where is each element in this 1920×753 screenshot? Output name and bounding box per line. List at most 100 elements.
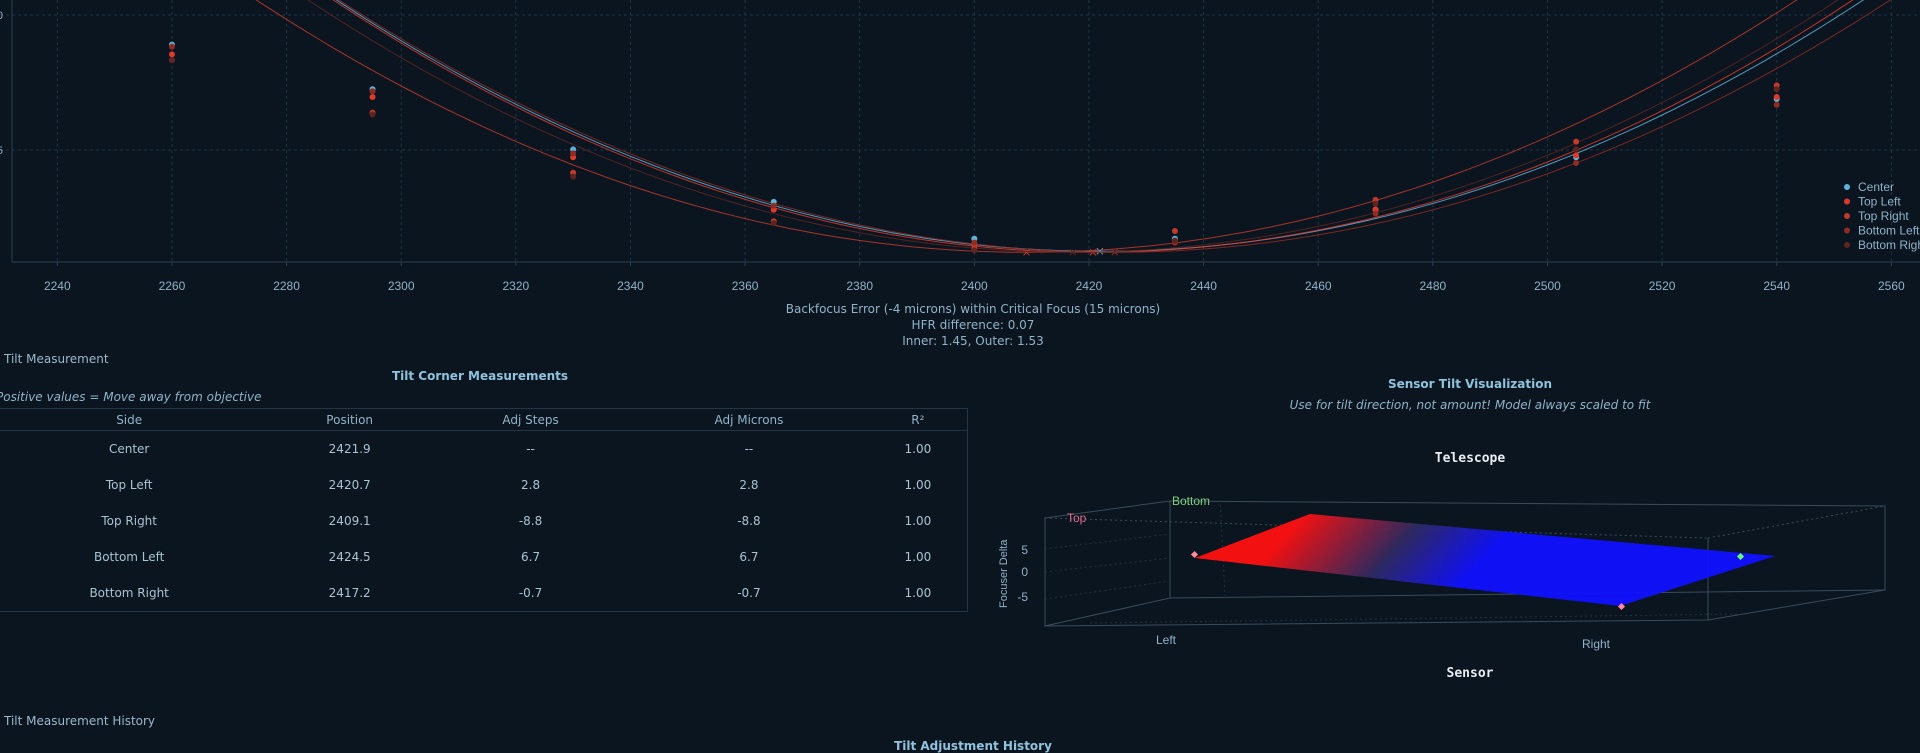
cell-r2: 1.00 xyxy=(904,514,932,528)
cell-r2: 1.00 xyxy=(904,586,932,600)
data-point xyxy=(1372,200,1379,207)
fit-curve xyxy=(307,0,1839,253)
col-side: Side xyxy=(0,408,268,431)
legend-label: Top Left xyxy=(1858,195,1901,209)
cell-steps: 6.7 xyxy=(521,550,541,564)
data-point xyxy=(770,202,777,209)
fit-curve xyxy=(255,0,1798,253)
fit-curve xyxy=(332,0,1854,253)
x-tick-label: 2440 xyxy=(1190,279,1217,293)
fit-curve xyxy=(338,0,1892,253)
legend-label: Top Right xyxy=(1858,209,1909,223)
table-row: Top Right 2409.1 -8.8 -8.8 1.00 xyxy=(0,503,968,539)
x-tick-label: 2340 xyxy=(617,279,644,293)
x-tick-label: 2380 xyxy=(846,279,873,293)
label-right: Right xyxy=(1582,637,1611,651)
data-point xyxy=(1773,86,1780,93)
table-row: Bottom Right 2417.2 -0.7 -0.7 1.00 xyxy=(0,575,968,612)
cell-position: 2420.7 xyxy=(328,478,371,492)
cell-r2: 1.00 xyxy=(904,550,932,564)
cell-microns: 6.7 xyxy=(739,550,759,564)
cell-microns: -8.8 xyxy=(737,514,761,528)
table-row: Bottom Left 2424.5 6.7 6.7 1.00 xyxy=(0,539,968,575)
z-tick-5: 5 xyxy=(1021,543,1028,557)
data-point xyxy=(1171,227,1178,234)
data-point xyxy=(1573,146,1580,153)
cell-steps: -0.7 xyxy=(518,586,543,600)
table-row: Center 2421.9 -- -- 1.00 xyxy=(0,431,968,468)
chart-grid xyxy=(0,0,1920,263)
col-adj-steps: Adj Steps xyxy=(432,408,630,431)
legend-label: Bottom Right xyxy=(1858,238,1920,252)
sensor-tilt-3d-plot[interactable]: Top Bottom Left Right Focuser Delta 5 0 … xyxy=(960,448,1900,688)
data-point xyxy=(971,247,978,254)
data-point xyxy=(1573,160,1580,167)
data-point xyxy=(168,57,175,64)
fit-curve xyxy=(335,0,1865,252)
x-tick-label: 2560 xyxy=(1878,279,1905,293)
legend-swatch xyxy=(1844,227,1850,234)
x-tick-label: 2500 xyxy=(1534,279,1561,293)
x-tick-label: 2460 xyxy=(1305,279,1332,293)
cell-steps: 2.8 xyxy=(521,478,541,492)
data-point xyxy=(1773,94,1780,101)
data-point xyxy=(1773,101,1780,108)
cell-r2: 1.00 xyxy=(904,478,932,492)
x-tick-label: 2240 xyxy=(44,279,71,293)
fit-vertex-marker xyxy=(1069,248,1077,256)
sensor-label: Sensor xyxy=(1446,666,1494,681)
inner-outer-summary: Inner: 1.45, Outer: 1.53 xyxy=(902,334,1044,348)
x-tick-label: 2300 xyxy=(388,279,415,293)
legend-label: Center xyxy=(1858,180,1894,194)
tilt-corner-table: Side Position Adj Steps Adj Microns R² C… xyxy=(0,408,968,612)
viz-title: Sensor Tilt Visualization xyxy=(1387,377,1553,391)
focus-curve-chart: 0 5 2240 2260 2280 2300 2320 2340 2360 2380 2400 24… xyxy=(0,0,1920,293)
cell-microns: 2.8 xyxy=(739,478,759,492)
hfr-summary: HFR difference: 0.07 xyxy=(911,318,1035,332)
backfocus-summary: Backfocus Error (-4 microns) within Crit… xyxy=(785,302,1161,316)
history-section-header[interactable]: Tilt Measurement History xyxy=(4,714,156,728)
legend-swatch xyxy=(1844,213,1850,219)
legend-swatch xyxy=(1844,242,1850,248)
telescope-label: Telescope xyxy=(1434,451,1506,466)
fit-vertex-marker xyxy=(1023,248,1030,256)
data-point xyxy=(1573,152,1580,159)
z-axis-label: Focuser Delta xyxy=(998,539,1010,608)
x-tick-label: 2420 xyxy=(1076,279,1103,293)
cell-side: Top Right xyxy=(101,514,157,528)
data-point xyxy=(1171,237,1178,244)
x-tick-label: 2540 xyxy=(1763,279,1790,293)
cell-side: Bottom Left xyxy=(93,550,165,564)
y-tick-label: 0 xyxy=(0,10,3,22)
cell-side: Bottom Right xyxy=(89,586,169,600)
label-bottom: Bottom xyxy=(1172,494,1210,508)
tilt-note: Positive values = Move away from objecti… xyxy=(0,390,262,404)
data-point xyxy=(570,150,577,157)
viz-subtitle: Use for tilt direction, not amount! Mode… xyxy=(1289,398,1651,412)
cell-microns: -0.7 xyxy=(737,586,761,600)
x-tick-label: 2260 xyxy=(159,279,186,293)
chart-fit-curves xyxy=(255,0,1892,256)
tilt-table-header-row: Side Position Adj Steps Adj Microns R² xyxy=(0,408,968,431)
tilt-section-header[interactable]: Tilt Measurement xyxy=(4,352,109,366)
fit-vertex-marker xyxy=(1096,247,1104,255)
x-tick-label: 2320 xyxy=(502,279,529,293)
table-row: Top Left 2420.7 2.8 2.8 1.00 xyxy=(0,467,968,503)
col-adj-microns: Adj Microns xyxy=(629,408,869,431)
col-position: Position xyxy=(267,408,432,431)
cell-steps: -- xyxy=(526,442,535,456)
marker-top-left xyxy=(1190,550,1199,559)
chart-points xyxy=(168,41,1780,254)
tilt-surface xyxy=(1195,514,1775,606)
tilt-table-title: Tilt Corner Measurements xyxy=(391,369,569,383)
data-point xyxy=(369,94,376,101)
legend-label: Bottom Left xyxy=(1858,224,1920,238)
cell-r2: 1.00 xyxy=(904,442,932,456)
x-tick-label: 2520 xyxy=(1649,279,1676,293)
data-point xyxy=(168,43,175,50)
data-point xyxy=(1372,210,1379,217)
label-left: Left xyxy=(1156,633,1177,647)
cell-side: Center xyxy=(108,442,150,456)
data-point xyxy=(570,173,577,180)
